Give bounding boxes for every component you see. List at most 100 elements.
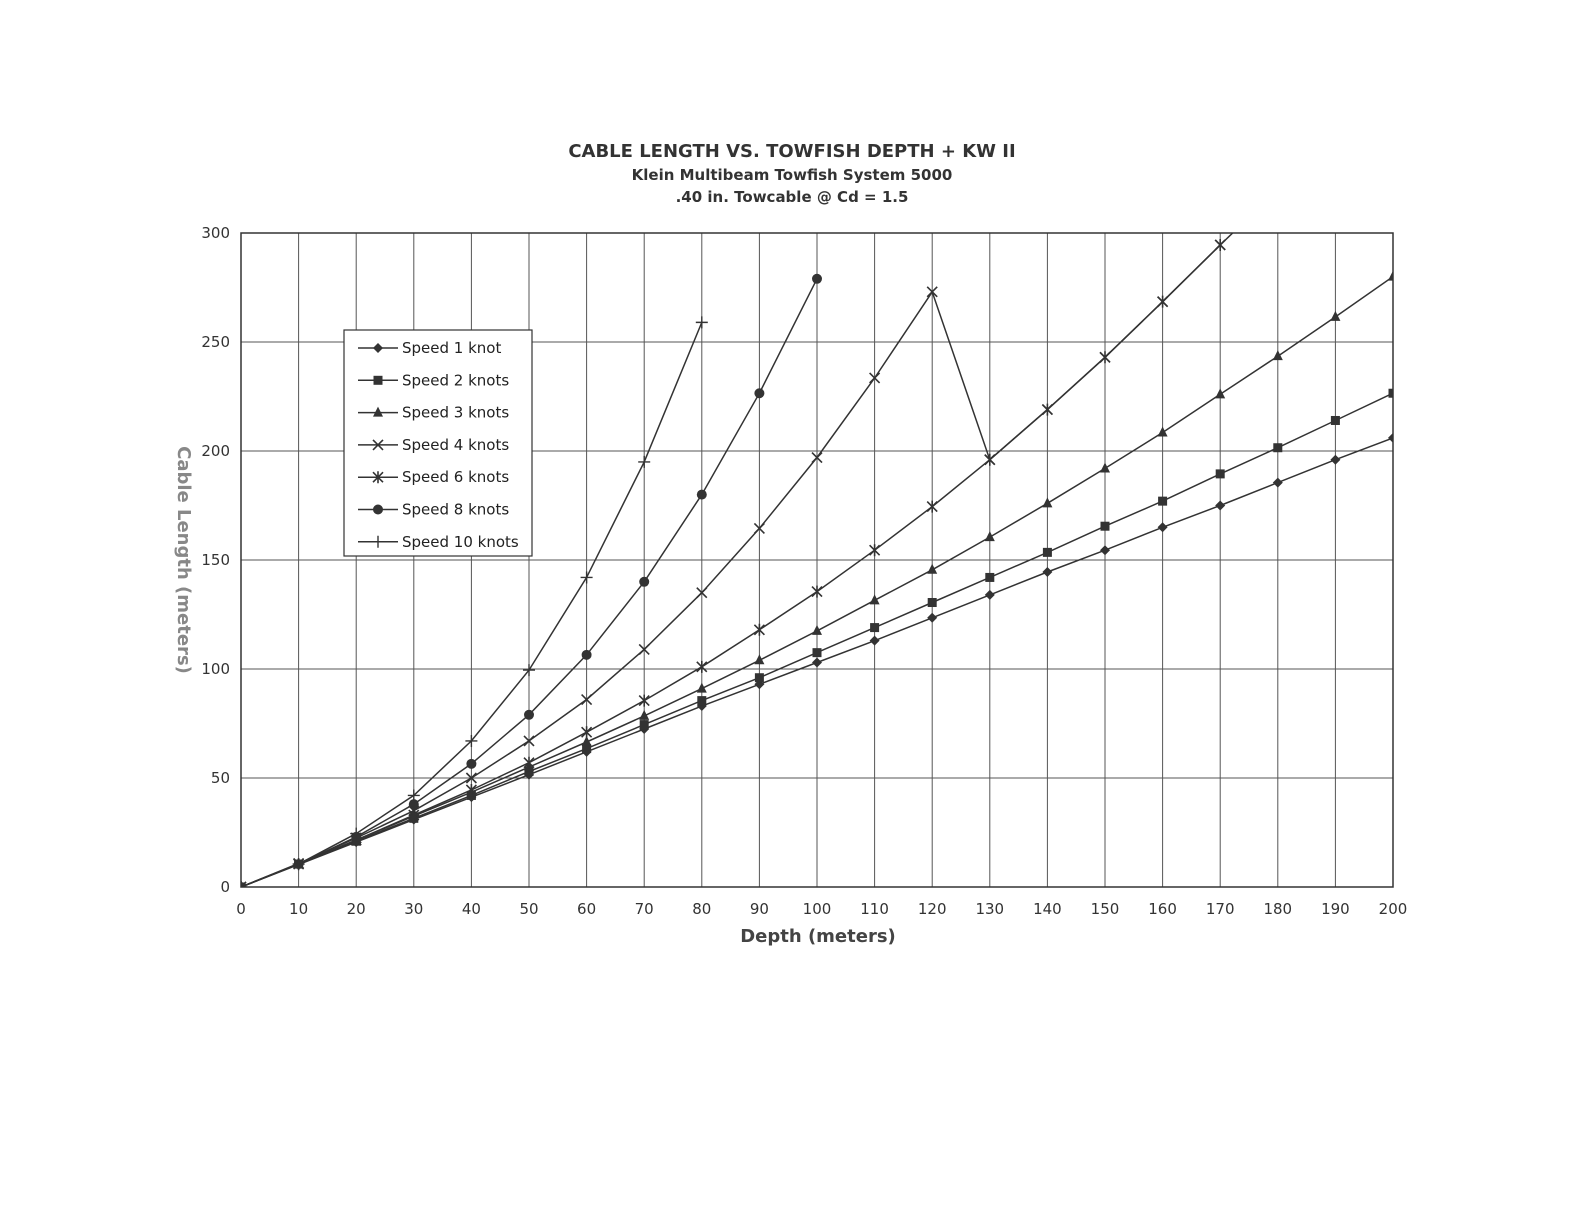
data-point-5-5 — [523, 756, 535, 769]
x-tick-label-4: 40 — [462, 900, 481, 918]
data-point-2-15 — [1100, 521, 1110, 531]
data-point-1-10 — [812, 657, 822, 668]
data-point-2-19 — [1330, 415, 1340, 425]
data-point-3-13 — [984, 531, 995, 542]
data-point-3-9 — [754, 654, 765, 665]
y-tick-label-1: 50 — [211, 769, 230, 787]
data-point-4-8 — [696, 587, 708, 599]
data-point-4-11 — [869, 372, 881, 384]
data-point-5-8 — [696, 660, 708, 673]
x-tick-label-20: 200 — [1379, 900, 1408, 918]
data-point-3-6 — [581, 736, 592, 747]
data-point-3-7 — [639, 709, 650, 720]
legend-label-3: Speed 3 knots — [402, 404, 509, 422]
data-point-6-4 — [466, 758, 477, 769]
y-tick-label-0: 0 — [220, 878, 230, 896]
legend-item-1: Speed 1 knot — [358, 339, 501, 357]
data-point-4-5 — [523, 735, 535, 747]
data-point-5-4 — [465, 783, 477, 796]
data-point-6-7 — [639, 576, 650, 587]
legend-marker-6 — [373, 504, 383, 515]
data-point-3-20 — [1388, 270, 1393, 281]
x-tick-label-17: 170 — [1206, 900, 1235, 918]
data-point-5-6 — [581, 726, 593, 739]
chart-subtitle-2: .40 in. Towcable @ Cd = 1.5 — [676, 188, 909, 206]
x-tick-label-5: 50 — [519, 900, 538, 918]
legend-item-7: Speed 10 knots — [358, 533, 519, 551]
data-point-5-18 — [1273, 183, 1283, 195]
x-tick-label-8: 80 — [692, 900, 711, 918]
legend-label-7: Speed 10 knots — [402, 533, 519, 551]
data-point-6-9 — [754, 388, 765, 399]
legend-marker-2 — [373, 375, 383, 385]
data-point-2-5 — [524, 766, 534, 776]
legend-marker-3 — [373, 406, 383, 417]
data-point-5-9 — [753, 623, 765, 636]
data-point-2-9 — [754, 673, 764, 683]
data-point-2-12 — [927, 598, 937, 608]
data-point-5-17 — [1214, 238, 1226, 251]
data-point-1-18 — [1272, 477, 1283, 488]
x-tick-label-14: 140 — [1033, 900, 1062, 918]
x-tick-label-15: 150 — [1091, 900, 1120, 918]
chart-subtitle: Klein Multibeam Towfish System 5000 — [632, 166, 953, 184]
x-tick-label-10: 100 — [803, 900, 832, 918]
y-tick-label-3: 150 — [201, 551, 230, 569]
data-point-6-6 — [581, 649, 592, 660]
data-point-2-17 — [1215, 469, 1225, 479]
data-point-7-8 — [695, 316, 708, 329]
x-tick-label-0: 0 — [236, 900, 246, 918]
x-tick-label-1: 10 — [289, 900, 308, 918]
data-point-3-14 — [1042, 497, 1053, 508]
legend-item-4: Speed 4 knots — [358, 436, 509, 454]
legend-item-3: Speed 3 knots — [358, 404, 509, 422]
data-point-6-3 — [408, 799, 419, 810]
x-tick-label-7: 70 — [635, 900, 654, 918]
legend-marker-1 — [373, 343, 383, 353]
data-point-1-14 — [1042, 566, 1053, 577]
data-point-5-3 — [408, 809, 420, 822]
data-point-5-7 — [638, 694, 650, 707]
data-point-4-9 — [753, 522, 765, 534]
data-point-7-5 — [523, 664, 535, 677]
x-tick-label-18: 180 — [1263, 900, 1292, 918]
series-group — [241, 183, 1393, 887]
data-point-5-11 — [869, 544, 881, 557]
data-point-5-14 — [1041, 403, 1053, 416]
data-point-3-19 — [1330, 310, 1341, 321]
data-point-2-7 — [639, 720, 649, 730]
data-point-4-12 — [926, 286, 938, 298]
legend-label-6: Speed 8 knots — [402, 501, 509, 519]
data-point-3-12 — [927, 563, 938, 574]
data-point-2-8 — [697, 696, 707, 706]
data-point-3-10 — [812, 624, 822, 635]
y-tick-labels: 0 50 100 150 200 250 300 — [201, 224, 230, 896]
legend-marker-7 — [372, 535, 384, 548]
legend-marker-4 — [372, 439, 384, 451]
legend-item-2: Speed 2 knots — [358, 371, 509, 389]
data-point-2-18 — [1273, 443, 1283, 453]
chart-title: CABLE LENGTH VS. TOWFISH DEPTH + KW II — [568, 141, 1015, 162]
legend-label-4: Speed 4 knots — [402, 436, 509, 454]
data-point-7-6 — [580, 571, 593, 584]
data-point-4-10 — [811, 451, 823, 464]
data-point-6-10 — [812, 273, 822, 284]
series-6 — [241, 273, 822, 887]
data-point-1-20 — [1388, 432, 1393, 443]
data-point-2-11 — [870, 623, 880, 633]
data-point-2-16 — [1158, 496, 1168, 506]
plot-frame — [240, 232, 1394, 888]
data-point-2-20 — [1388, 388, 1393, 398]
legend: Speed 1 knot Speed 2 knots Speed 3 knots Sp… — [343, 329, 533, 557]
x-tick-label-3: 30 — [404, 900, 423, 918]
x-axis-title: Depth (meters) — [740, 926, 896, 947]
data-point-3-11 — [869, 594, 880, 605]
series-7 — [241, 316, 708, 887]
x-tick-label-2: 20 — [347, 900, 366, 918]
x-tick-label-19: 190 — [1321, 900, 1350, 918]
data-point-3-18 — [1272, 350, 1283, 361]
data-point-1-12 — [927, 612, 938, 623]
y-axis-title: Cable Length (meters) — [173, 446, 194, 674]
data-point-7-7 — [638, 455, 651, 468]
